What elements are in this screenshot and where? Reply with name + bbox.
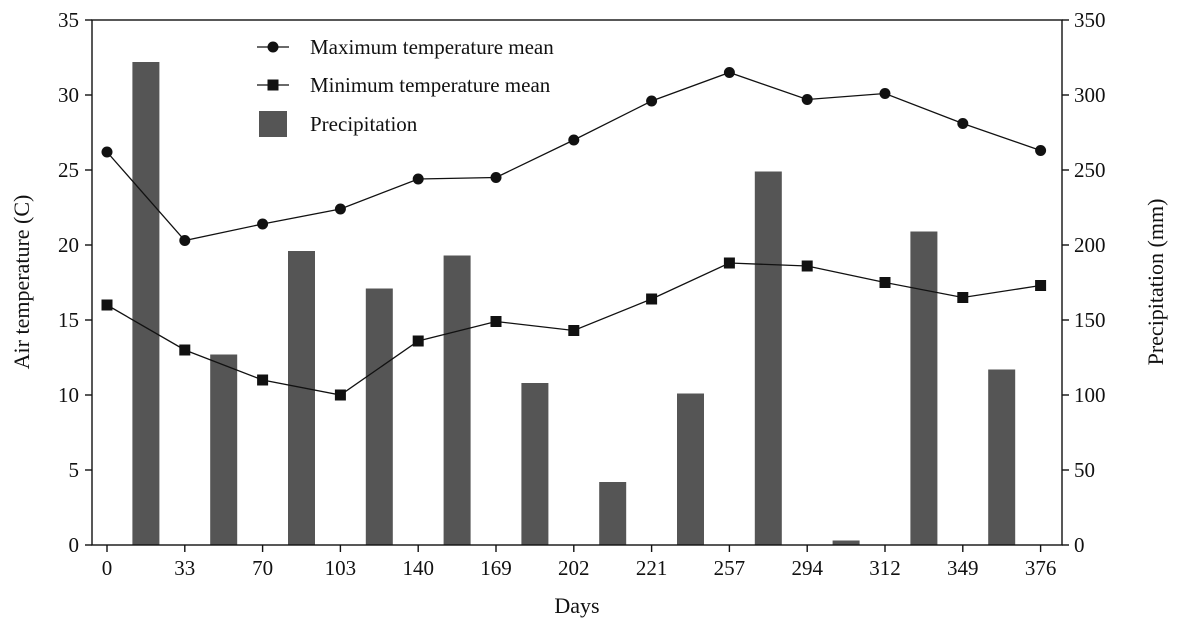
y-right-tick-label: 100 — [1074, 383, 1106, 407]
y-left-tick-label: 5 — [69, 458, 80, 482]
x-tick-label: 103 — [325, 556, 357, 580]
y-axis-right: 0 50 100 150 200 250 300 350 — [1062, 8, 1106, 557]
precipitation-bar — [443, 255, 471, 545]
min-temp-point — [723, 257, 735, 269]
legend-item-precipitation: Precipitation — [259, 111, 418, 137]
legend-item-max-temp: Maximum temperature mean — [257, 35, 554, 59]
max-temp-point — [1035, 145, 1047, 156]
precipitation-bar — [677, 393, 704, 545]
x-tick-label: 312 — [869, 556, 901, 580]
y-left-tick-label: 0 — [69, 533, 80, 557]
min-temp-point — [179, 344, 191, 356]
y-right-tick-label: 50 — [1074, 458, 1095, 482]
x-axis: 0 33 70 103 140 169 202 221 257 294 312 349 376 — [102, 545, 1057, 580]
min-temp-point — [801, 260, 813, 272]
legend-precip-swatch — [259, 111, 287, 137]
x-axis-title: Days — [554, 593, 599, 618]
min-temp-point — [257, 374, 269, 386]
y-left-tick-label: 15 — [58, 308, 79, 332]
min-temp-point — [957, 292, 969, 303]
max-temp-point — [101, 146, 113, 158]
plot-frame — [91, 19, 1063, 546]
legend-item-min-temp: Minimum temperature mean — [257, 73, 551, 97]
x-tick-label: 70 — [252, 556, 273, 580]
legend: Maximum temperature mean Minimum tempera… — [257, 35, 554, 137]
max-temp-point — [257, 218, 269, 230]
precipitation-bar — [288, 251, 315, 545]
y-right-tick-label: 200 — [1074, 233, 1106, 257]
max-temp-point — [879, 88, 891, 99]
y-axis-left-title: Air temperature (C) — [9, 195, 34, 370]
min-temp-point — [646, 293, 658, 305]
x-tick-label: 294 — [791, 556, 823, 580]
min-temp-point — [412, 335, 424, 347]
legend-min-label: Minimum temperature mean — [310, 73, 551, 97]
min-temp-point — [101, 299, 113, 311]
precipitation-bar — [132, 62, 160, 545]
precipitation-bar — [910, 231, 938, 545]
y-left-tick-label: 30 — [58, 83, 79, 107]
max-temp-point — [801, 94, 813, 105]
legend-precip-label: Precipitation — [310, 112, 418, 136]
x-tick-label: 257 — [714, 556, 746, 580]
y-left-tick-label: 10 — [58, 383, 79, 407]
y-left-tick-label: 20 — [58, 233, 79, 257]
y-right-tick-label: 300 — [1074, 83, 1106, 107]
min-temp-point — [1035, 280, 1047, 291]
y-axis-right-title: Precipitation (mm) — [1143, 199, 1168, 366]
precipitation-bar — [365, 288, 393, 545]
min-temp-point — [490, 316, 502, 327]
legend-max-label: Maximum temperature mean — [310, 35, 554, 59]
max-temp-point — [957, 118, 969, 129]
x-tick-label: 376 — [1025, 556, 1057, 580]
precipitation-bar — [754, 171, 782, 545]
y-axis-left: 0 5 10 15 20 25 30 35 — [58, 8, 92, 557]
x-tick-label: 221 — [636, 556, 668, 580]
max-temp-point — [179, 235, 191, 246]
x-tick-label: 0 — [102, 556, 113, 580]
x-tick-label: 140 — [402, 556, 434, 580]
x-tick-label: 33 — [174, 556, 195, 580]
max-temp-point — [646, 95, 658, 107]
x-tick-label: 349 — [947, 556, 979, 580]
x-tick-label: 202 — [558, 556, 590, 580]
precipitation-bar — [599, 482, 627, 545]
legend-min-square-marker — [267, 79, 279, 91]
precipitation-bar — [521, 383, 549, 545]
max-temp-point — [334, 203, 346, 215]
x-tick-label: 169 — [480, 556, 512, 580]
y-right-tick-label: 0 — [1074, 533, 1085, 557]
max-temp-line — [106, 71, 1041, 242]
temperature-lines — [101, 67, 1047, 401]
y-left-tick-label: 25 — [58, 158, 79, 182]
min-temp-point — [568, 325, 580, 336]
y-right-tick-label: 150 — [1074, 308, 1106, 332]
max-temp-point — [568, 134, 580, 146]
max-temp-point — [723, 67, 735, 78]
y-left-tick-label: 35 — [58, 8, 79, 32]
precipitation-bar — [832, 540, 860, 545]
precipitation-bars — [132, 62, 1016, 545]
y-right-tick-label: 350 — [1074, 8, 1106, 32]
max-temp-point — [490, 172, 502, 183]
legend-max-circle-marker — [267, 41, 279, 53]
y-right-tick-label: 250 — [1074, 158, 1106, 182]
max-temp-point — [412, 173, 424, 185]
min-temp-point — [334, 389, 346, 401]
precipitation-bar — [988, 369, 1016, 545]
min-temp-point — [879, 277, 891, 288]
precipitation-bar — [210, 354, 238, 545]
